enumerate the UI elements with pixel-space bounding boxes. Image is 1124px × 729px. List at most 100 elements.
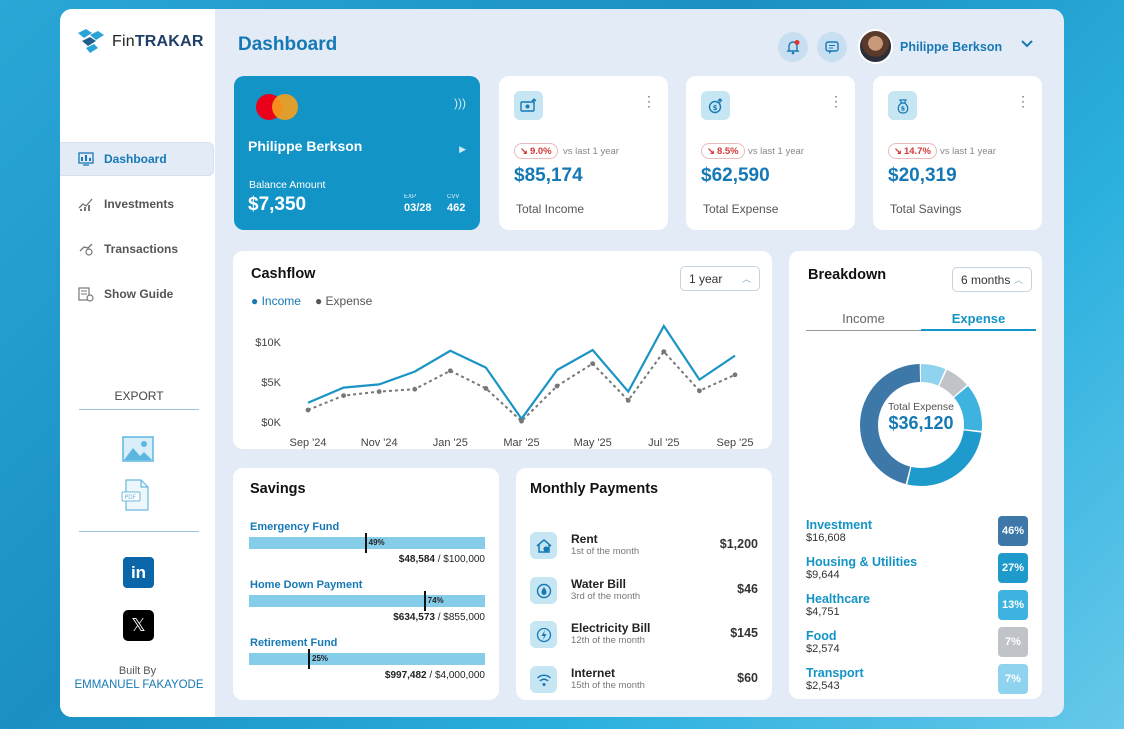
savings-title: Savings: [250, 481, 306, 497]
comparison-label: vs last 1 year: [748, 146, 804, 157]
bell-icon: [786, 40, 800, 55]
cashflow-panel: Cashflow 1 year ︿ ● Income ● Expense $10…: [233, 251, 772, 449]
payments-title: Monthly Payments: [530, 481, 659, 497]
savings-progress-marker: [308, 649, 310, 669]
breakdown-panel: Breakdown 6 months ︿ Income Expense Tota…: [789, 251, 1042, 699]
page-title: Dashboard: [238, 34, 338, 55]
payment-name: Internet: [571, 666, 616, 680]
export-pdf-icon[interactable]: PDF: [120, 479, 152, 511]
breakdown-amount: $16,608: [806, 532, 846, 544]
svg-text:$: $: [712, 104, 717, 112]
notifications-button[interactable]: [778, 32, 808, 62]
payment-item[interactable]: Electricity Bill 12th of the month $145: [530, 619, 758, 653]
savings-progress-bar: [249, 653, 485, 665]
payment-amount: $1,200: [719, 537, 758, 551]
donut-slice-investment[interactable]: [860, 364, 982, 486]
play-icon[interactable]: ▶: [459, 144, 466, 154]
expense-point: [590, 361, 596, 366]
income-icon: [514, 91, 543, 120]
kpi-value: $20,319: [888, 165, 957, 186]
donut-slice-transport[interactable]: [860, 364, 982, 486]
dashboard-icon: [78, 152, 94, 166]
brand-name: FinTRAKAR: [112, 33, 204, 50]
breakdown-range-select[interactable]: 6 months ︿: [952, 267, 1032, 292]
sidebar-divider: [79, 531, 199, 532]
trend-down-icon: ↘: [707, 145, 715, 157]
more-options-icon[interactable]: ⋮: [1016, 93, 1030, 109]
payment-due: 12th of the month: [571, 635, 645, 646]
cashflow-chart: $10K $5K $0K Sep '24 Nov '24 Jan '25 Mar '25 Ma…: [255, 323, 753, 449]
sidebar-item-label: Transactions: [104, 242, 179, 256]
savings-progress-bar: [249, 537, 485, 549]
linkedin-icon[interactable]: in: [123, 557, 154, 588]
donut-center-value: $36,120: [888, 413, 954, 433]
tab-income[interactable]: Income: [806, 311, 921, 331]
trend-down-icon: ↘: [520, 145, 528, 157]
savings-progress-marker: [364, 533, 367, 553]
kpi-card-income: ⋮ ↘ 9.0% vs last 1 year $85,174 Total Inc…: [499, 76, 668, 230]
x-tick-label: Sep '24: [290, 437, 327, 449]
x-twitter-icon[interactable]: 𝕏: [123, 610, 154, 641]
payment-amount: $60: [737, 671, 758, 685]
payment-item[interactable]: Internet 15th of the month $60: [530, 664, 758, 698]
expense-point: [412, 386, 418, 392]
breakdown-range-value: 6 months: [961, 272, 1011, 287]
export-image-icon[interactable]: [122, 436, 154, 462]
chevron-down-icon[interactable]: [1020, 39, 1034, 49]
balance-label: Balance Amount: [249, 179, 326, 191]
breakdown-percent: 27%: [998, 553, 1028, 583]
kpi-label: Total Expense: [703, 202, 779, 216]
breakdown-row: Housing & Utilities $9,644 27%: [806, 553, 1031, 585]
expense-point: [483, 386, 489, 391]
mastercard-icon: [256, 94, 300, 120]
messages-button[interactable]: [817, 32, 847, 62]
savings-goal-name: Retirement Fund: [250, 637, 338, 649]
expense-point: [447, 368, 453, 374]
cashflow-range-select[interactable]: 1 year ︿: [680, 266, 760, 291]
kpi-label: Total Savings: [890, 202, 962, 216]
donut-slice-healthcare[interactable]: [860, 364, 982, 486]
balance-card: ))) Philippe Berkson ▶ Balance Amount $7…: [234, 76, 480, 230]
investments-icon: [78, 198, 93, 211]
avatar[interactable]: [858, 29, 893, 64]
contactless-icon: ))): [454, 96, 466, 110]
sidebar-item-show-guide[interactable]: Show Guide: [60, 277, 215, 311]
user-name[interactable]: Philippe Berkson: [900, 40, 1003, 54]
series-line-income: [307, 323, 736, 421]
expense-point: [519, 418, 524, 424]
breakdown-percent: 13%: [998, 590, 1028, 620]
savings-progress-bar: [249, 595, 485, 607]
sidebar-item-investments[interactable]: Investments: [60, 187, 215, 221]
comparison-label: vs last 1 year: [563, 146, 619, 157]
donut-slice-housing-utilities[interactable]: [860, 364, 982, 486]
payment-name: Electricity Bill: [571, 621, 651, 635]
breakdown-percent: 46%: [998, 516, 1028, 546]
more-options-icon[interactable]: ⋮: [642, 93, 656, 109]
breakdown-amount: $9,644: [806, 569, 840, 581]
payment-item[interactable]: Rent 1st of the month $1,200: [530, 530, 758, 564]
more-options-icon[interactable]: ⋮: [829, 93, 843, 109]
monthly-payments-panel: Monthly Payments Rent 1st of the month $…: [516, 468, 772, 700]
x-tick-label: Jul '25: [648, 437, 679, 449]
expense-donut-chart: [860, 364, 982, 486]
expense-point: [305, 407, 311, 413]
change-badge: ↘ 14.7%: [888, 143, 937, 159]
breakdown-tabs: Income Expense: [806, 311, 1036, 331]
cashflow-range-value: 1 year: [689, 271, 723, 286]
payment-name: Water Bill: [571, 577, 626, 591]
breakdown-row: Food $2,574 7%: [806, 627, 1031, 659]
savings-panel: Savings Emergency Fund 49% $48,584 / $10…: [233, 468, 499, 700]
payment-item[interactable]: Water Bill 3rd of the month $46: [530, 575, 758, 609]
card-holder-name: Philippe Berkson: [248, 138, 363, 154]
expense-point: [732, 372, 738, 378]
y-tick-label: $10K: [255, 337, 281, 349]
x-tick-label: Nov '24: [361, 437, 398, 449]
built-by-label: Built By: [118, 665, 157, 677]
transactions-icon: [79, 243, 93, 256]
payment-due: 3rd of the month: [571, 591, 641, 602]
tab-expense[interactable]: Expense: [921, 311, 1036, 331]
sidebar-item-dashboard[interactable]: Dashboard: [60, 142, 214, 176]
sidebar-item-transactions[interactable]: Transactions: [60, 232, 215, 266]
sidebar-item-label: Investments: [104, 197, 175, 211]
x-tick-label: Mar '25: [503, 437, 539, 449]
